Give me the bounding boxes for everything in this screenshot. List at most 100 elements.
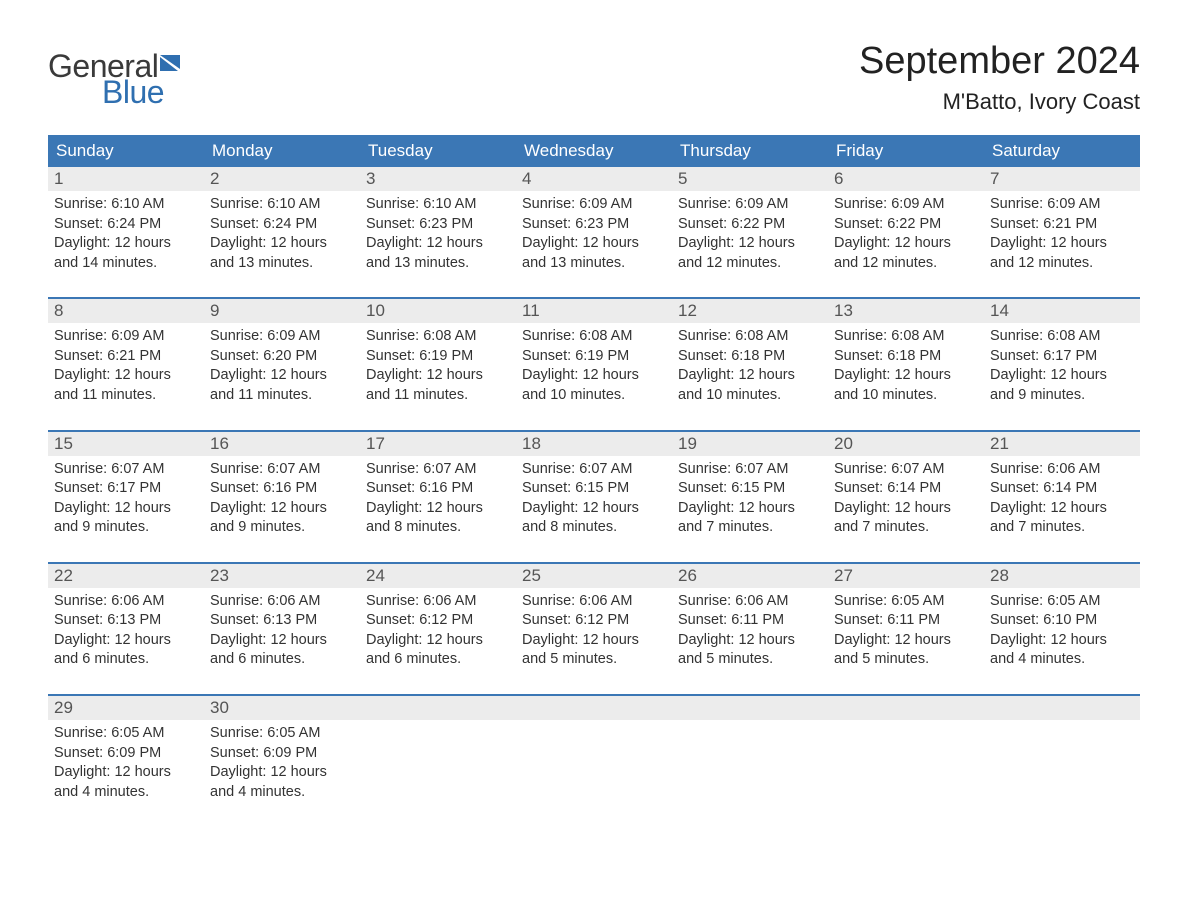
sunset-text: Sunset: 6:15 PM: [522, 479, 666, 499]
day-cell: 2Sunrise: 6:10 AMSunset: 6:24 PMDaylight…: [204, 167, 360, 279]
day-number: 2: [204, 167, 360, 191]
daylight-text: and 11 minutes.: [210, 386, 354, 406]
day-content: Sunrise: 6:08 AMSunset: 6:19 PMDaylight:…: [516, 323, 672, 411]
day-content: [672, 720, 828, 800]
daylight-text: and 13 minutes.: [210, 254, 354, 274]
day-cell: 13Sunrise: 6:08 AMSunset: 6:18 PMDayligh…: [828, 299, 984, 411]
daylight-text: and 12 minutes.: [990, 254, 1134, 274]
day-content: Sunrise: 6:10 AMSunset: 6:24 PMDaylight:…: [48, 191, 204, 279]
weekday-wednesday: Wednesday: [516, 135, 672, 167]
sunrise-text: Sunrise: 6:06 AM: [522, 592, 666, 612]
day-cell: 11Sunrise: 6:08 AMSunset: 6:19 PMDayligh…: [516, 299, 672, 411]
day-cell: [516, 696, 672, 808]
day-cell: 8Sunrise: 6:09 AMSunset: 6:21 PMDaylight…: [48, 299, 204, 411]
day-content: Sunrise: 6:06 AMSunset: 6:13 PMDaylight:…: [48, 588, 204, 676]
day-content: Sunrise: 6:09 AMSunset: 6:21 PMDaylight:…: [48, 323, 204, 411]
day-cell: 7Sunrise: 6:09 AMSunset: 6:21 PMDaylight…: [984, 167, 1140, 279]
daylight-text: Daylight: 12 hours: [834, 631, 978, 651]
daylight-text: and 12 minutes.: [834, 254, 978, 274]
sunrise-text: Sunrise: 6:05 AM: [990, 592, 1134, 612]
sunset-text: Sunset: 6:24 PM: [210, 215, 354, 235]
daylight-text: Daylight: 12 hours: [366, 234, 510, 254]
day-number: [516, 696, 672, 720]
daylight-text: Daylight: 12 hours: [522, 234, 666, 254]
day-number: 1: [48, 167, 204, 191]
day-number: 24: [360, 564, 516, 588]
sunset-text: Sunset: 6:20 PM: [210, 347, 354, 367]
sunrise-text: Sunrise: 6:06 AM: [366, 592, 510, 612]
daylight-text: and 7 minutes.: [990, 518, 1134, 538]
header-row: General Blue September 2024 M'Batto, Ivo…: [48, 40, 1140, 115]
daylight-text: and 11 minutes.: [366, 386, 510, 406]
daylight-text: Daylight: 12 hours: [210, 366, 354, 386]
day-content: Sunrise: 6:09 AMSunset: 6:20 PMDaylight:…: [204, 323, 360, 411]
daylight-text: Daylight: 12 hours: [54, 763, 198, 783]
daylight-text: Daylight: 12 hours: [210, 631, 354, 651]
day-cell: 22Sunrise: 6:06 AMSunset: 6:13 PMDayligh…: [48, 564, 204, 676]
daylight-text: Daylight: 12 hours: [366, 631, 510, 651]
sunrise-text: Sunrise: 6:08 AM: [834, 327, 978, 347]
sunset-text: Sunset: 6:14 PM: [990, 479, 1134, 499]
day-content: Sunrise: 6:07 AMSunset: 6:14 PMDaylight:…: [828, 456, 984, 544]
day-content: Sunrise: 6:10 AMSunset: 6:24 PMDaylight:…: [204, 191, 360, 279]
daylight-text: Daylight: 12 hours: [210, 763, 354, 783]
sunrise-text: Sunrise: 6:09 AM: [834, 195, 978, 215]
daylight-text: and 6 minutes.: [210, 650, 354, 670]
daylight-text: Daylight: 12 hours: [678, 366, 822, 386]
title-block: September 2024 M'Batto, Ivory Coast: [859, 40, 1140, 115]
sunset-text: Sunset: 6:11 PM: [678, 611, 822, 631]
daylight-text: Daylight: 12 hours: [678, 234, 822, 254]
daylight-text: and 14 minutes.: [54, 254, 198, 274]
day-cell: 19Sunrise: 6:07 AMSunset: 6:15 PMDayligh…: [672, 432, 828, 544]
day-cell: 21Sunrise: 6:06 AMSunset: 6:14 PMDayligh…: [984, 432, 1140, 544]
sunrise-text: Sunrise: 6:09 AM: [210, 327, 354, 347]
logo-text-blue: Blue: [102, 76, 190, 108]
daylight-text: Daylight: 12 hours: [678, 631, 822, 651]
day-number: 14: [984, 299, 1140, 323]
day-number: 26: [672, 564, 828, 588]
daylight-text: Daylight: 12 hours: [54, 234, 198, 254]
day-number: 9: [204, 299, 360, 323]
daylight-text: and 7 minutes.: [834, 518, 978, 538]
daylight-text: Daylight: 12 hours: [54, 366, 198, 386]
weekday-sunday: Sunday: [48, 135, 204, 167]
sunrise-text: Sunrise: 6:07 AM: [522, 460, 666, 480]
sunset-text: Sunset: 6:17 PM: [54, 479, 198, 499]
month-title: September 2024: [859, 40, 1140, 83]
day-content: Sunrise: 6:08 AMSunset: 6:17 PMDaylight:…: [984, 323, 1140, 411]
sunrise-text: Sunrise: 6:06 AM: [678, 592, 822, 612]
day-cell: 12Sunrise: 6:08 AMSunset: 6:18 PMDayligh…: [672, 299, 828, 411]
sunrise-text: Sunrise: 6:08 AM: [522, 327, 666, 347]
sunset-text: Sunset: 6:12 PM: [522, 611, 666, 631]
daylight-text: and 13 minutes.: [366, 254, 510, 274]
day-cell: [672, 696, 828, 808]
weekday-thursday: Thursday: [672, 135, 828, 167]
daylight-text: and 13 minutes.: [522, 254, 666, 274]
location: M'Batto, Ivory Coast: [859, 89, 1140, 115]
day-number: 16: [204, 432, 360, 456]
day-number: 10: [360, 299, 516, 323]
day-cell: 30Sunrise: 6:05 AMSunset: 6:09 PMDayligh…: [204, 696, 360, 808]
day-cell: 29Sunrise: 6:05 AMSunset: 6:09 PMDayligh…: [48, 696, 204, 808]
day-number: 25: [516, 564, 672, 588]
weekday-tuesday: Tuesday: [360, 135, 516, 167]
day-cell: 1Sunrise: 6:10 AMSunset: 6:24 PMDaylight…: [48, 167, 204, 279]
day-content: Sunrise: 6:07 AMSunset: 6:15 PMDaylight:…: [516, 456, 672, 544]
week-row: 22Sunrise: 6:06 AMSunset: 6:13 PMDayligh…: [48, 562, 1140, 676]
daylight-text: and 12 minutes.: [678, 254, 822, 274]
sunset-text: Sunset: 6:18 PM: [678, 347, 822, 367]
day-number: 21: [984, 432, 1140, 456]
daylight-text: and 8 minutes.: [366, 518, 510, 538]
daylight-text: and 5 minutes.: [678, 650, 822, 670]
sunrise-text: Sunrise: 6:09 AM: [54, 327, 198, 347]
day-number: [984, 696, 1140, 720]
daylight-text: Daylight: 12 hours: [210, 499, 354, 519]
week-row: 1Sunrise: 6:10 AMSunset: 6:24 PMDaylight…: [48, 167, 1140, 279]
weekday-friday: Friday: [828, 135, 984, 167]
day-content: Sunrise: 6:07 AMSunset: 6:16 PMDaylight:…: [204, 456, 360, 544]
sunrise-text: Sunrise: 6:07 AM: [834, 460, 978, 480]
daylight-text: and 6 minutes.: [366, 650, 510, 670]
day-cell: 25Sunrise: 6:06 AMSunset: 6:12 PMDayligh…: [516, 564, 672, 676]
sunrise-text: Sunrise: 6:06 AM: [54, 592, 198, 612]
day-cell: [360, 696, 516, 808]
